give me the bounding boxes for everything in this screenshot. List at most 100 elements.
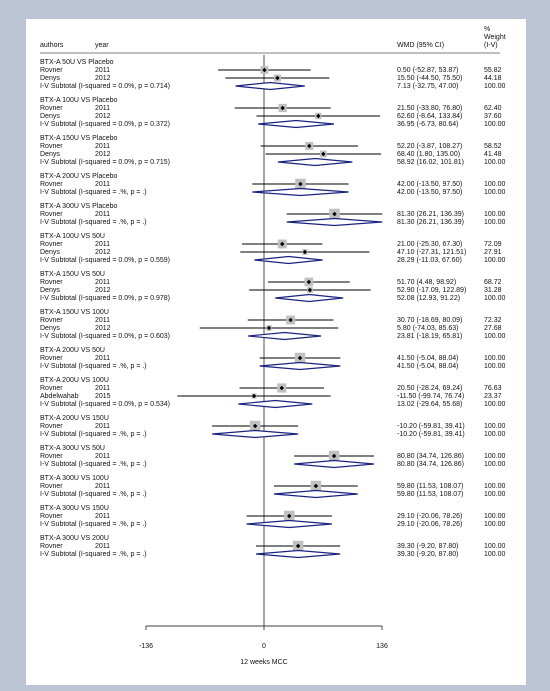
weight-text: 55.82 [484, 67, 502, 74]
subtotal-diamond [259, 361, 341, 371]
effect-ci-text: 30.70 (-18.69, 80.09) [397, 317, 462, 324]
subtotal-label: I-V Subtotal (I-squared = .%, p = .) [40, 461, 147, 468]
effect-ci-text: -11.50 (-99.74, 76.74) [397, 393, 464, 400]
point-estimate [266, 325, 272, 331]
subtotal-weight-text: 100.00 [484, 551, 506, 558]
study-author: Rovner [40, 211, 63, 218]
study-year: 2011 [95, 483, 110, 490]
weight-text: 72.09 [484, 241, 502, 248]
group-title: BTX-A 300U VS 50U [40, 445, 105, 452]
figure-panel [26, 19, 526, 685]
point-estimate [288, 317, 293, 323]
study-author: Rovner [40, 105, 63, 112]
subtotal-weight-text: 100.00 [484, 401, 506, 408]
subtotal-label: I-V Subtotal (I-squared = .%, p = .) [40, 189, 147, 196]
weight-text: 100.00 [484, 423, 506, 430]
subtotal-weight-text: 100.00 [484, 521, 506, 528]
subtotal-diamond [258, 119, 335, 129]
study-year: 2011 [95, 543, 110, 550]
effect-ci-text: 42.00 (-13.50, 97.50) [397, 181, 462, 188]
subtotal-weight-text: 100.00 [484, 83, 506, 90]
study-year: 2012 [95, 287, 111, 294]
group-title: BTX-A 300U VS Placebo [40, 203, 118, 210]
subtotal-weight-text: 100.00 [484, 491, 506, 498]
point-estimate [280, 105, 285, 111]
effect-ci-text: 59.80 (11.53, 108.07) [397, 483, 463, 490]
group-title: BTX-A 300U VS 100U [40, 475, 109, 482]
point-estimate [280, 241, 285, 247]
weight-text: 100.00 [484, 355, 506, 362]
group-title: BTX-A 300U VS 200U [40, 535, 109, 542]
subtotal-ci-text: 7.13 (-32.75, 47.00) [397, 83, 459, 90]
point-estimate [331, 453, 337, 459]
x-tick-label: 136 [376, 643, 388, 650]
subtotal-diamond [286, 217, 383, 227]
weight-text: 100.00 [484, 543, 506, 550]
point-estimate [302, 249, 308, 255]
subtotal-weight-text: 100.00 [484, 333, 506, 340]
weight-text: 23.37 [484, 393, 502, 400]
point-estimate [307, 287, 313, 293]
study-year: 2011 [95, 513, 110, 520]
subtotal-weight-text: 100.00 [484, 159, 506, 166]
point-estimate [321, 151, 326, 157]
effect-ci-text: 21.00 (-25.30, 67.30) [397, 241, 462, 248]
study-author: Rovner [40, 423, 63, 430]
effect-ci-text: 62.60 (-8.64, 133.84) [397, 113, 462, 120]
weight-text: 100.00 [484, 181, 506, 188]
x-tick-label: -136 [139, 643, 153, 650]
weight-text: 58.52 [484, 143, 502, 150]
weight-text: 100.00 [484, 513, 506, 520]
subtotal-weight-text: 100.00 [484, 121, 506, 128]
subtotal-ci-text: 81.30 (26.21, 136.39) [397, 219, 464, 226]
point-estimate [279, 385, 284, 391]
subtotal-diamond [238, 399, 313, 409]
study-author: Abdelwahab [40, 393, 79, 400]
subtotal-ci-text: 41.50 (-5.04, 88.04) [397, 363, 459, 370]
subtotal-label: I-V Subtotal (I-squared = 0.0%, p = 0.97… [40, 295, 170, 302]
effect-ci-text: 52.90 (-17.09, 122.89) [397, 287, 466, 294]
study-author: Rovner [40, 453, 63, 460]
subtotal-diamond [248, 331, 322, 341]
study-author: Rovner [40, 317, 63, 324]
subtotal-label: I-V Subtotal (I-squared = 0.0%, p = 0.55… [40, 257, 170, 264]
subtotal-label: I-V Subtotal (I-squared = 0.0%, p = 0.60… [40, 333, 170, 340]
subtotal-diamond [254, 255, 323, 265]
subtotal-weight-text: 100.00 [484, 219, 506, 226]
subtotal-diamond [275, 293, 344, 303]
subtotal-label: I-V Subtotal (I-squared = 0.0%, p = 0.53… [40, 401, 170, 408]
weight-text: 72.32 [484, 317, 502, 324]
study-author: Rovner [40, 279, 63, 286]
subtotal-weight-text: 100.00 [484, 363, 506, 370]
group-title: BTX-A 150U VS 50U [40, 271, 105, 278]
header-year: year [95, 42, 109, 49]
subtotal-label: I-V Subtotal (I-squared = .%, p = .) [40, 431, 147, 438]
subtotal-ci-text: 58.92 (16.02, 101.81) [397, 159, 464, 166]
effect-ci-text: -10.20 (-59.81, 39.41) [397, 423, 465, 430]
weight-text: 41.48 [484, 151, 502, 158]
group-title: BTX-A 200U VS Placebo [40, 173, 118, 180]
weight-text: 100.00 [484, 453, 506, 460]
weight-text: 100.00 [484, 211, 506, 218]
group-title: BTX-A 200U VS 150U [40, 415, 109, 422]
subtotal-weight-text: 100.00 [484, 461, 506, 468]
weight-text: 27.68 [484, 325, 502, 332]
group-title: BTX-A 100U VS 50U [40, 233, 105, 240]
study-year: 2011 [95, 423, 110, 430]
subtotal-label: I-V Subtotal (I-squared = 0.0%, p = 0.71… [40, 159, 170, 166]
weight-text: 68.72 [484, 279, 502, 286]
subtotal-ci-text: 80.80 (34.74, 126.86) [397, 461, 464, 468]
point-estimate [251, 393, 257, 399]
study-author: Denys [40, 113, 60, 120]
study-year: 2011 [95, 105, 110, 112]
study-author: Denys [40, 287, 60, 294]
study-author: Rovner [40, 483, 63, 490]
subtotal-diamond [294, 459, 375, 469]
study-author: Denys [40, 249, 60, 256]
effect-ci-text: 52.20 (-3.87, 108.27) [397, 143, 462, 150]
subtotal-ci-text: 39.30 (-9.20, 87.80) [397, 551, 459, 558]
study-author: Denys [40, 75, 60, 82]
effect-ci-text: 41.50 (-5.04, 88.04) [397, 355, 459, 362]
group-title: BTX-A 150U VS Placebo [40, 135, 118, 142]
subtotal-diamond [246, 519, 332, 529]
